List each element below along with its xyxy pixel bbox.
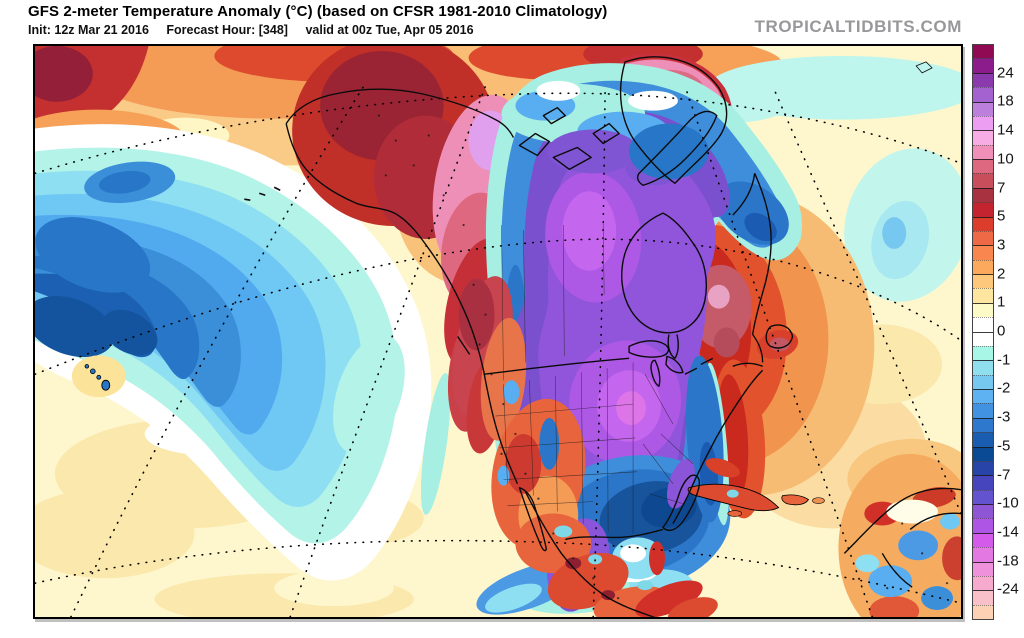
colorbar-segment (973, 575, 993, 591)
colorbar-segment (973, 561, 993, 576)
map-title: GFS 2-meter Temperature Anomaly (°C) (ba… (28, 3, 608, 20)
colorbar-tick-label: 2 (997, 265, 1006, 283)
caribbean-islands-anomaly (687, 458, 825, 517)
north-atlantic-cool-patches (672, 55, 961, 302)
valid-time: valid at 00z Tue, Apr 05 2016 (305, 23, 474, 37)
colorbar-segment (973, 374, 993, 389)
tropicaltidbits-watermark: TROPICALTIDBITS.COM (754, 17, 962, 36)
colorbar-tick-label: 1 (997, 293, 1006, 311)
colorbar-segment (973, 604, 993, 619)
colorbar-segment (973, 547, 993, 562)
colorbar-segment (973, 475, 993, 490)
map-subtitle: Init: 12z Mar 21 2016 Forecast Hour: [34… (28, 23, 488, 37)
colorbar-segment (973, 360, 993, 375)
temperature-anomaly-map (35, 46, 961, 617)
colorbar-segment (973, 446, 993, 461)
hawaii-islands (71, 355, 126, 398)
colorbar-tick-label: 3 (997, 236, 1006, 254)
colorbar-segment (973, 403, 993, 418)
weather-map (33, 44, 963, 619)
colorbar-segment (973, 87, 993, 102)
colorbar-segment (973, 345, 993, 361)
pacific-cold-pool (35, 124, 451, 581)
colorbar-segment (973, 216, 993, 231)
colorbar-tick-label: -3 (997, 408, 1011, 426)
colorbar-tick-label: -14 (997, 523, 1019, 541)
colorbar-segment (973, 317, 993, 332)
colorbar-segment (973, 202, 993, 217)
colorbar-segment (973, 245, 993, 260)
colorbar-segment (973, 288, 993, 303)
colorbar-tick-label: -1 (997, 351, 1011, 369)
colorbar-segment (973, 101, 993, 116)
colorbar-labels: 24 18 14 10 7 5 3 2 1 0 -1 -2 -3 -5 -7 -10 -14 -18 -24 (997, 44, 1024, 620)
init-time: Init: 12z Mar 21 2016 (28, 23, 149, 37)
colorbar-tick-label: 18 (997, 92, 1014, 110)
colorbar-segment (973, 460, 993, 476)
colorbar-segment (973, 504, 993, 519)
colorbar-segment (973, 159, 993, 174)
colorbar-tick-label: -7 (997, 466, 1011, 483)
state-province-borders (495, 223, 694, 534)
colorbar-segment (973, 58, 993, 73)
colorbar-segment (973, 518, 993, 533)
coastlines (244, 56, 961, 617)
colorbar-segment (973, 72, 993, 88)
temperature-colorbar (972, 44, 994, 620)
colorbar-segment (973, 130, 993, 145)
colorbar-segment (973, 274, 993, 289)
colorbar-tick-label: -5 (997, 437, 1011, 455)
colorbar-tick-label: -2 (997, 379, 1011, 397)
colorbar-segment (973, 532, 993, 548)
colorbar-segment (973, 389, 993, 404)
colorbar-segment (973, 115, 993, 131)
colorbar-tick-label: 5 (997, 207, 1006, 225)
colorbar-segment (973, 590, 993, 605)
colorbar-tick-label: -10 (997, 494, 1019, 512)
colorbar-tick-label: -24 (997, 580, 1019, 598)
colorbar-segment (973, 187, 993, 203)
colorbar-segment (973, 302, 993, 318)
colorbar-segment (973, 417, 993, 433)
colorbar-tick-label: 14 (997, 121, 1014, 139)
colorbar-segment (973, 45, 993, 59)
colorbar-segment (973, 259, 993, 274)
graticule (35, 84, 961, 617)
colorbar-segment (973, 331, 993, 346)
colorbar-tick-label: -18 (997, 552, 1019, 570)
colorbar-segment (973, 144, 993, 159)
colorbar-tick-label: 0 (997, 322, 1006, 340)
colorbar-tick-label: 24 (997, 64, 1014, 82)
colorbar-segment (973, 230, 993, 246)
colorbar-segment (973, 432, 993, 447)
forecast-hour: Forecast Hour: [348] (166, 23, 288, 37)
colorbar-tick-label: 10 (997, 150, 1014, 168)
south-america-anomaly (838, 453, 961, 617)
colorbar-segment (973, 489, 993, 504)
colorbar-tick-label: 7 (997, 179, 1006, 196)
colorbar-segment (973, 173, 993, 188)
